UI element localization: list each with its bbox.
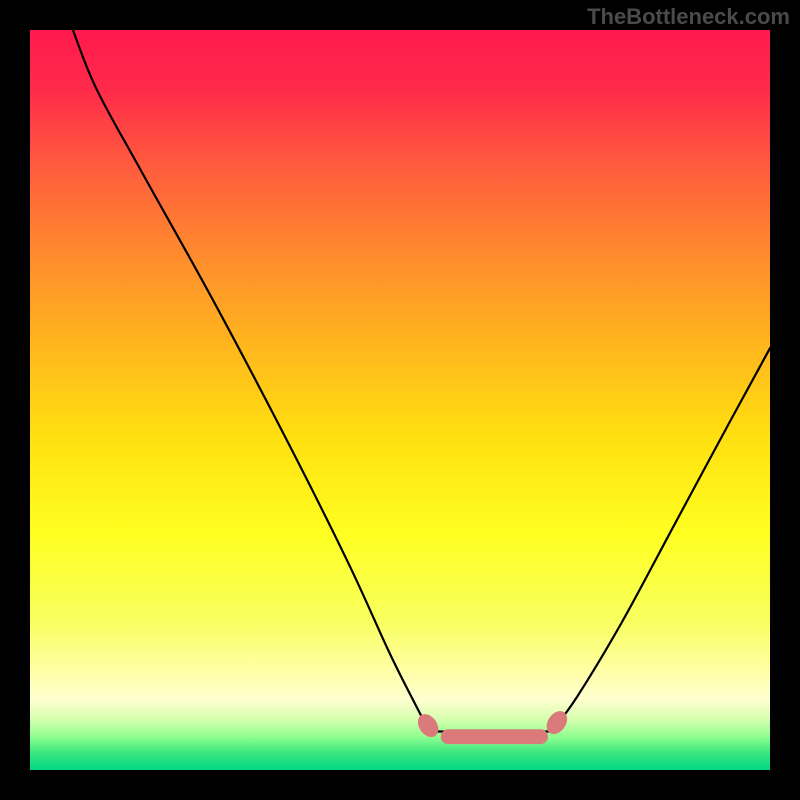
optimal-range-bar bbox=[441, 729, 548, 744]
chart-frame: TheBottleneck.com bbox=[0, 0, 800, 800]
bottleneck-chart bbox=[0, 0, 800, 800]
watermark-text: TheBottleneck.com bbox=[587, 4, 790, 30]
gradient-background bbox=[30, 30, 770, 770]
